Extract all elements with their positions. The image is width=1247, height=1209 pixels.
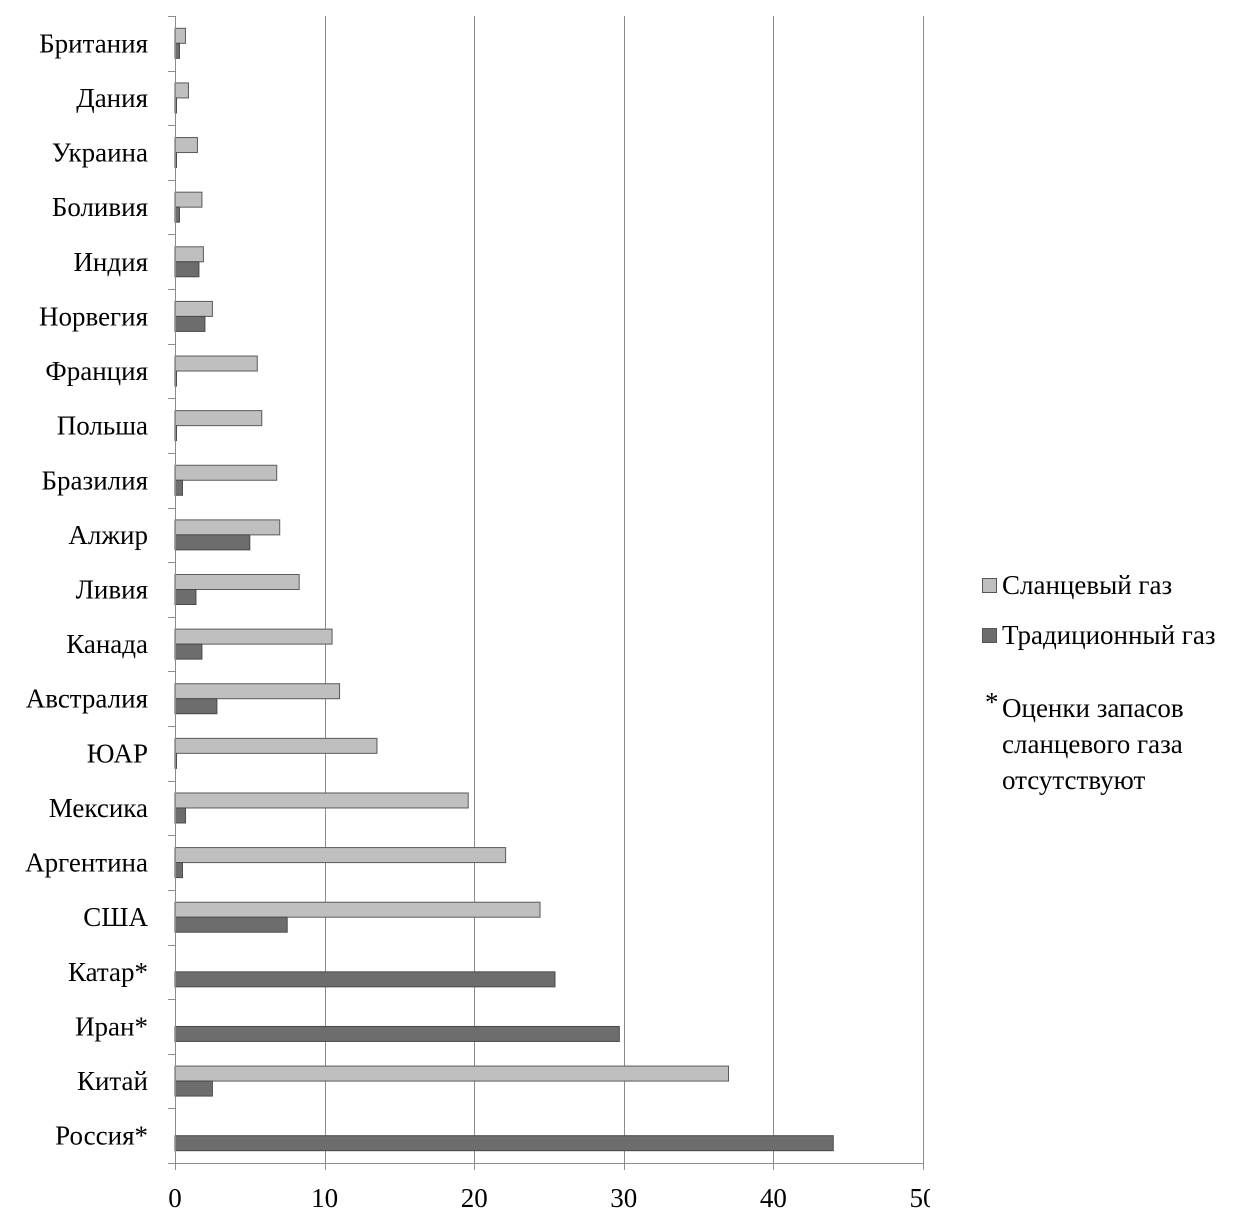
legend-item-conventional: Традиционный газ bbox=[982, 620, 1216, 650]
bar-shale-0 bbox=[174, 27, 186, 44]
footnote: * Оценки запасов сланцевого газа отсутст… bbox=[985, 687, 1242, 798]
category-label: Россия* bbox=[55, 1121, 148, 1151]
category-label: Франция bbox=[45, 356, 148, 386]
bar-conventional-15 bbox=[174, 862, 183, 879]
legend-label-shale: Сланцевый газ bbox=[1002, 569, 1173, 600]
category-label: Канада bbox=[66, 629, 148, 659]
bar-shale-14 bbox=[174, 792, 469, 809]
bar-conventional-16 bbox=[174, 916, 288, 933]
x-tick-label: 50 bbox=[910, 1183, 931, 1209]
category-label: Китай bbox=[77, 1066, 148, 1096]
legend-item-shale: Сланцевый газ bbox=[982, 570, 1216, 600]
bar-conventional-19 bbox=[174, 1080, 213, 1097]
bar-shale-11 bbox=[174, 628, 333, 645]
bar-shale-19 bbox=[174, 1065, 730, 1082]
x-tick-label: 30 bbox=[610, 1183, 637, 1209]
bar-conventional-17 bbox=[174, 971, 556, 988]
bar-shale-6 bbox=[174, 355, 258, 372]
category-label: Катар* bbox=[68, 957, 148, 987]
category-label: Норвегия bbox=[39, 301, 148, 331]
bar-conventional-18 bbox=[174, 1025, 620, 1042]
bar-shale-10 bbox=[174, 574, 300, 590]
bar-conventional-11 bbox=[174, 643, 203, 660]
bar-shale-16 bbox=[174, 901, 541, 918]
category-label: Дания bbox=[76, 83, 148, 113]
bar-shale-1 bbox=[174, 82, 189, 99]
bar-conventional-4 bbox=[174, 261, 200, 278]
category-label: Украина bbox=[52, 138, 148, 168]
bar-shale-8 bbox=[174, 464, 278, 481]
category-label: Индия bbox=[73, 247, 148, 277]
category-label: Алжир bbox=[68, 520, 148, 550]
bar-conventional-10 bbox=[174, 589, 197, 605]
x-tick-label: 40 bbox=[760, 1183, 787, 1209]
category-label: Польша bbox=[57, 411, 148, 441]
category-label: США bbox=[83, 902, 148, 932]
bar-shale-5 bbox=[174, 300, 213, 317]
footnote-text: Оценки запасов сланцевого газа отсутству… bbox=[1002, 693, 1184, 795]
footnote-asterisk: * bbox=[985, 687, 999, 717]
x-tick-label: 10 bbox=[311, 1183, 338, 1209]
category-label: Боливия bbox=[52, 192, 148, 222]
bar-shale-13 bbox=[174, 737, 378, 754]
bar-shale-4 bbox=[174, 246, 204, 263]
category-label: Бразилия bbox=[42, 465, 148, 495]
bar-shale-12 bbox=[174, 683, 341, 700]
legend: Сланцевый газ Традиционный газ bbox=[982, 570, 1216, 670]
legend-swatch-conventional bbox=[982, 627, 997, 643]
bar-shale-2 bbox=[174, 137, 198, 154]
category-label: Австралия bbox=[26, 684, 148, 714]
bar-shale-3 bbox=[174, 191, 203, 208]
category-label: Иран* bbox=[75, 1011, 148, 1041]
bar-shale-9 bbox=[174, 519, 281, 536]
bar-shale-7 bbox=[174, 410, 263, 427]
category-label: Британия bbox=[39, 28, 148, 58]
category-label: Аргентина bbox=[25, 848, 148, 878]
legend-label-conventional: Традиционный газ bbox=[1002, 619, 1216, 650]
bar-chart: Британия Дания Украина Боливия Индия Норвегия… bbox=[25, 16, 931, 1209]
legend-swatch-shale bbox=[982, 577, 997, 593]
x-tick-label: 0 bbox=[168, 1183, 182, 1209]
bar-conventional-12 bbox=[174, 698, 218, 715]
category-label: Мексика bbox=[49, 793, 148, 823]
category-label: Ливия bbox=[76, 575, 148, 605]
x-tick-label: 20 bbox=[461, 1183, 488, 1209]
bar-conventional-9 bbox=[174, 534, 251, 551]
bar-conventional-8 bbox=[174, 479, 183, 496]
bar-conventional-20 bbox=[174, 1135, 834, 1152]
category-label: ЮАР bbox=[87, 738, 148, 768]
bar-shale-15 bbox=[174, 847, 507, 864]
bar-conventional-14 bbox=[174, 807, 186, 824]
bar-conventional-5 bbox=[174, 315, 206, 332]
